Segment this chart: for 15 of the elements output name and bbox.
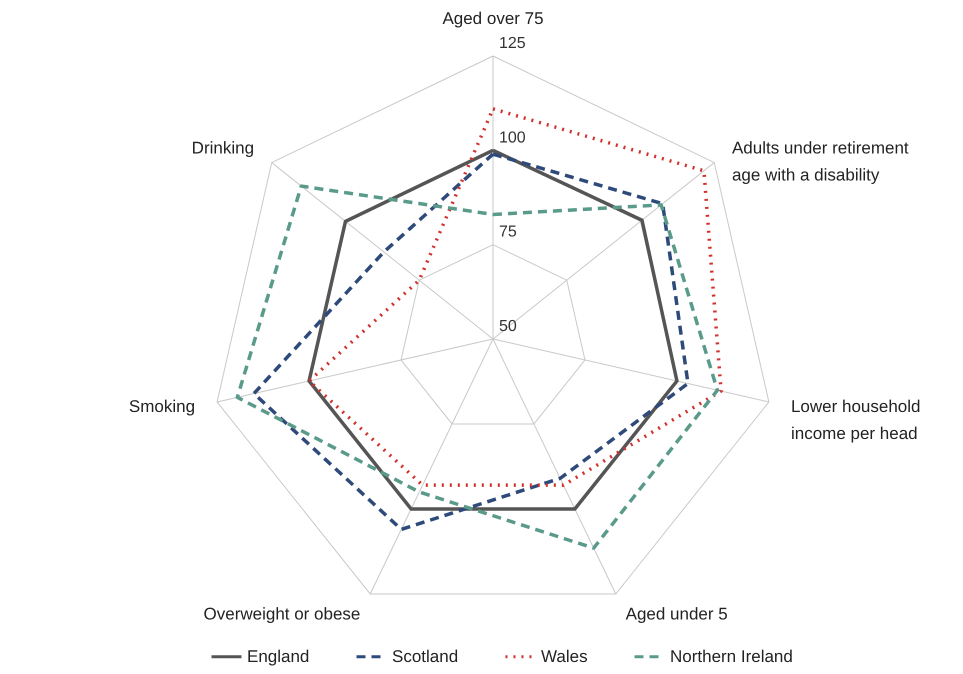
legend-label: Wales (541, 646, 588, 666)
legend-label: England (247, 646, 310, 666)
spoke-label: Smoking (128, 397, 196, 416)
spoke-label: Aged over 75 (442, 9, 544, 28)
legend-label: Scotland (392, 646, 458, 666)
legend-label: Northern Ireland (670, 646, 793, 666)
spoke-label: Lower household income per head (790, 397, 920, 444)
y-tick-label: 75 (499, 224, 517, 241)
y-tick-label: 125 (499, 35, 526, 52)
spoke-label: Aged under 5 (626, 604, 728, 624)
spoke-label: Overweight or obese (204, 604, 360, 624)
spoke-label: Adults under retirement age with a disability (732, 138, 909, 184)
y-tick-label: 100 (499, 129, 526, 146)
spoke-label: Drinking (192, 138, 254, 158)
y-tick-label: 50 (499, 318, 517, 335)
